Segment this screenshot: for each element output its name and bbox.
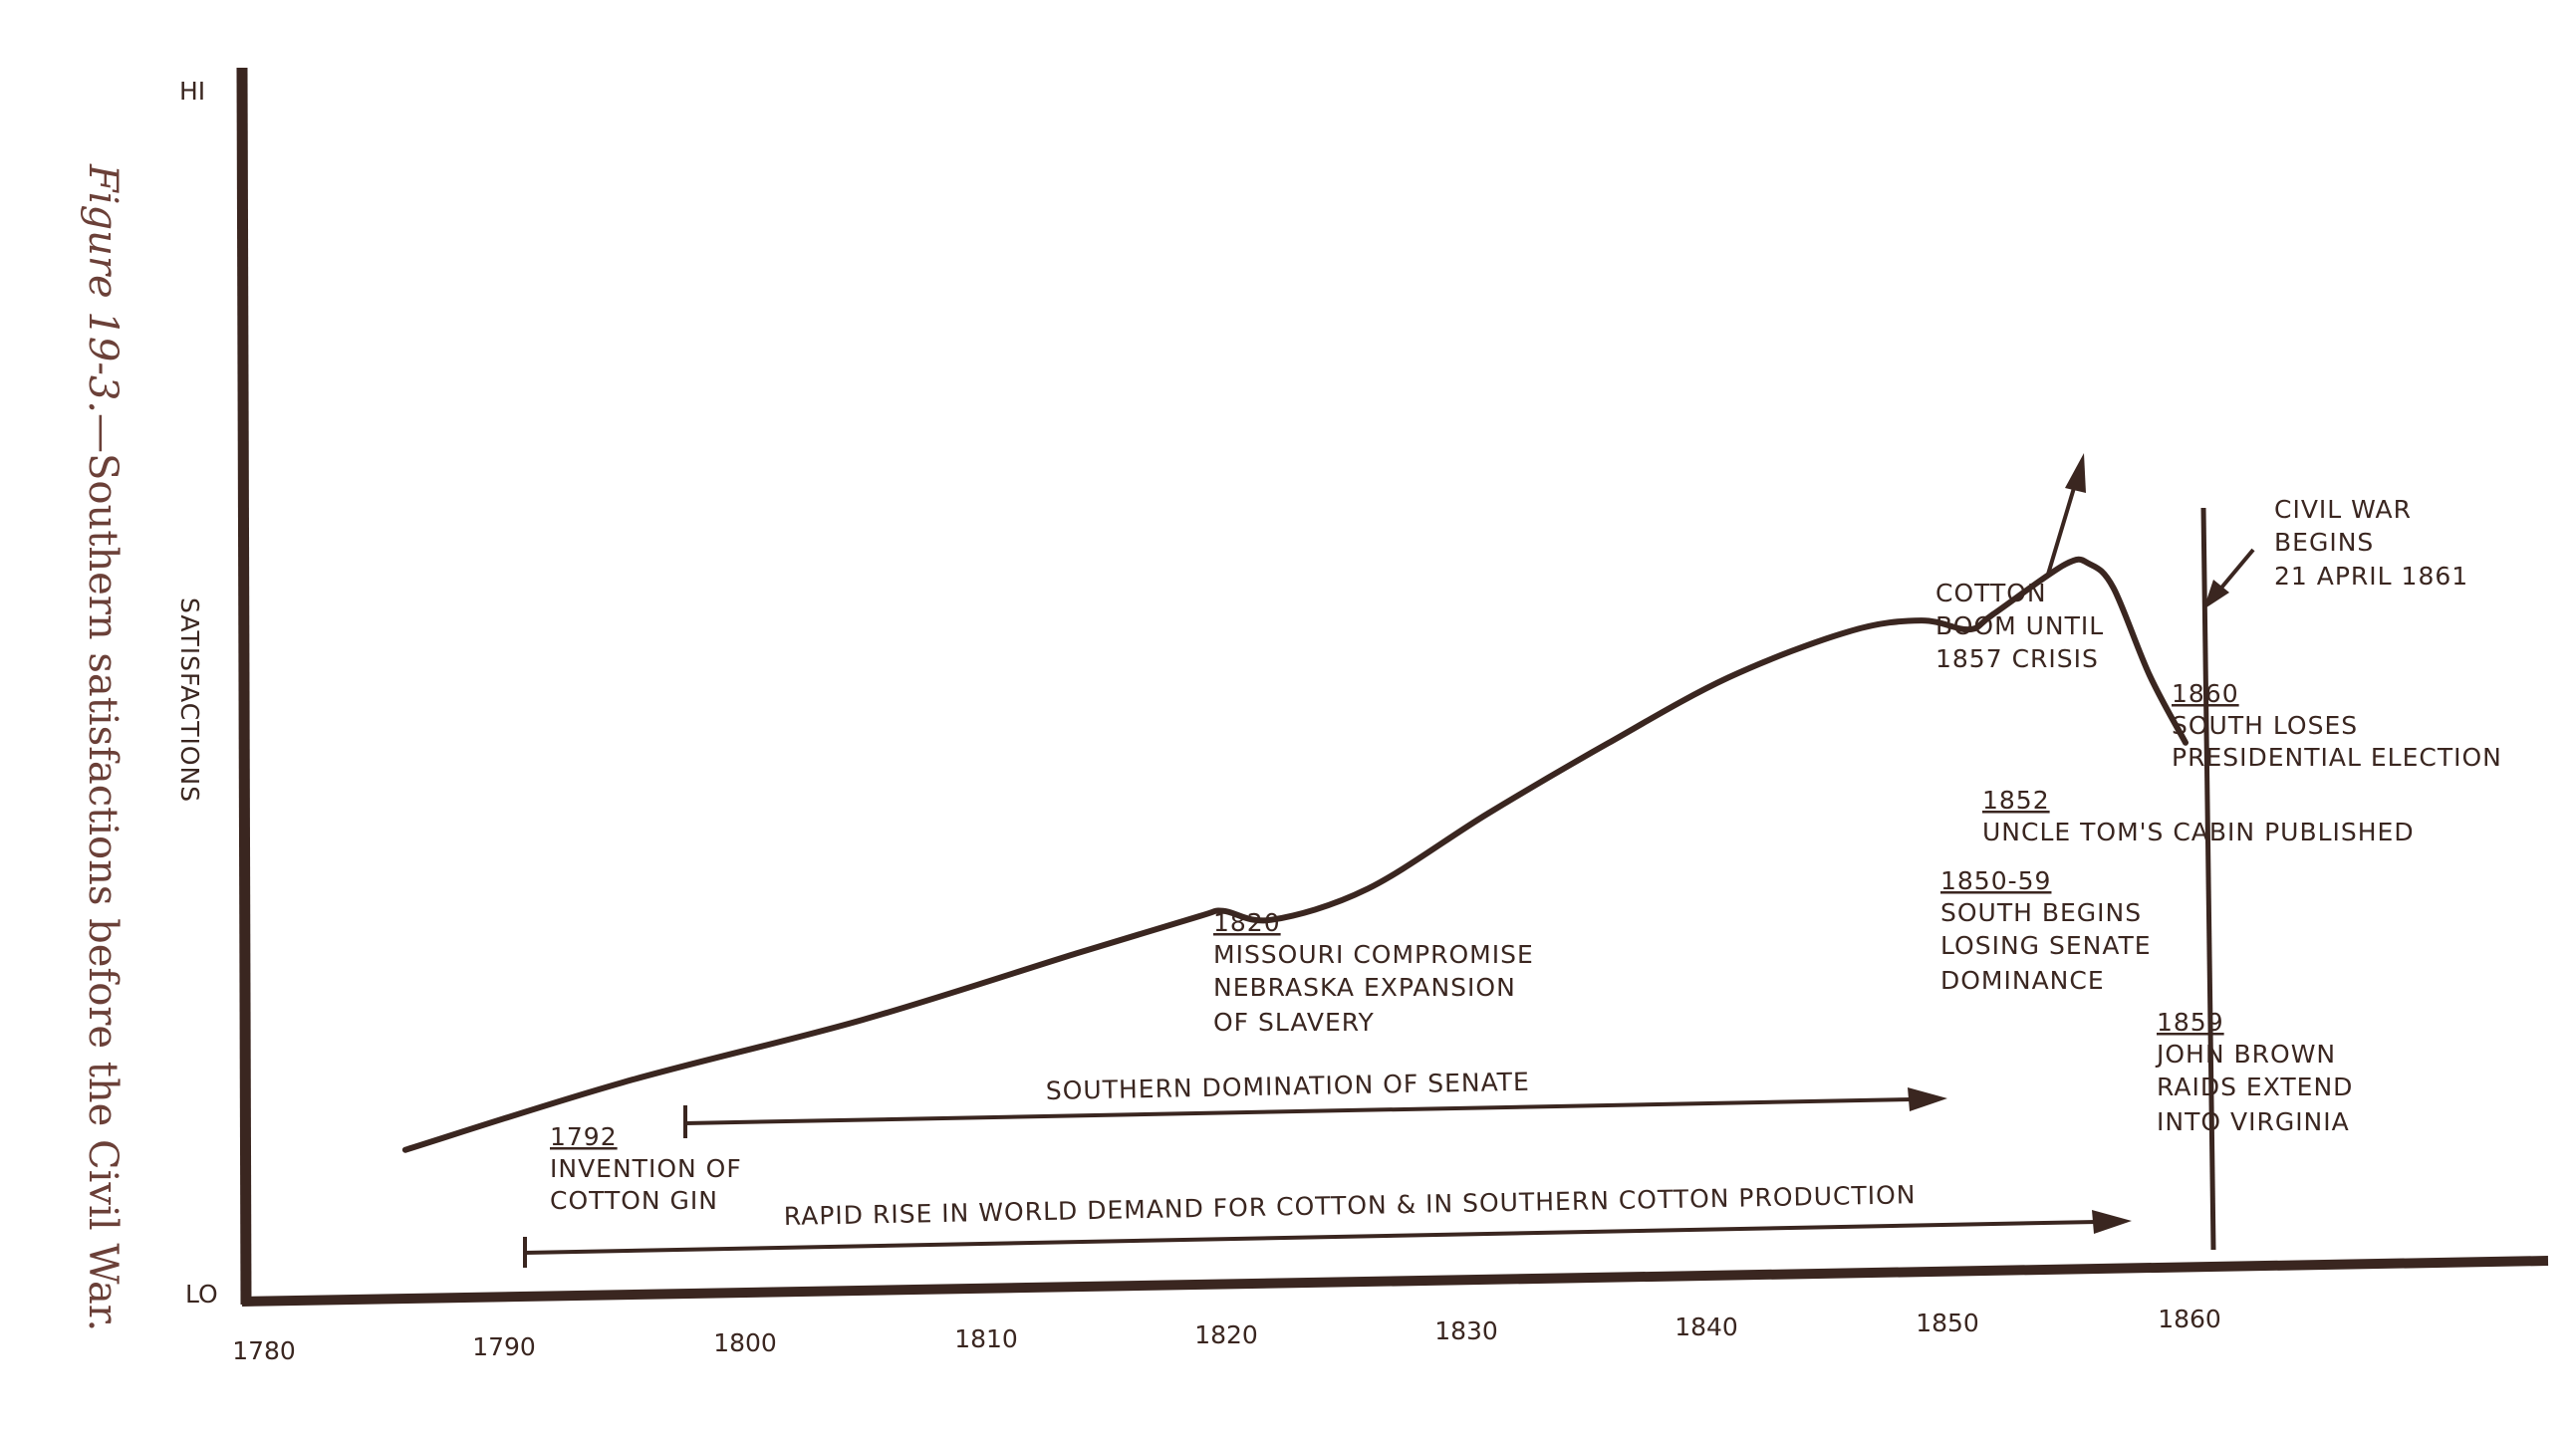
range-senate-arrowhead	[1908, 1087, 1947, 1111]
cotton-boom-pointer	[2045, 453, 2086, 579]
annotation-line: UNCLE TOM'S CABIN PUBLISHED	[1982, 818, 2415, 846]
x-tick-label: 1850	[1916, 1309, 1979, 1337]
annotation-line: 21 APRIL 1861	[2274, 562, 2468, 591]
range-senate-domination: SOUTHERN DOMINATION OF SENATE	[683, 1068, 1947, 1138]
annotation-line: CIVIL WAR	[2274, 495, 2412, 524]
annotation-line: NEBRASKA EXPANSION	[1213, 973, 1516, 1002]
cotton-boom-arrowhead	[2065, 453, 2086, 493]
x-tick-label: 1810	[954, 1324, 1018, 1353]
annotation-line: BEGINS	[2274, 528, 2374, 557]
range-cotton-arrowhead	[2092, 1210, 2132, 1234]
annotation-date: 1852	[1982, 786, 2050, 815]
x-tick-label: 1800	[713, 1328, 777, 1357]
annotation-line: MISSOURI COMPROMISE	[1213, 940, 1534, 969]
x-axis	[241, 1256, 2549, 1307]
range-cotton-label: RAPID RISE IN WORLD DEMAND FOR COTTON & …	[784, 1180, 1917, 1231]
annotation-line: COTTON	[1935, 579, 2047, 607]
series-line-satisfactions	[401, 556, 2189, 1153]
y-axis	[236, 67, 252, 1306]
x-tick-label: 1780	[232, 1336, 296, 1365]
annotation-line: COTTON GIN	[550, 1186, 718, 1215]
annotation-1859: 1859 JOHN BROWN RAIDS EXTEND INTO VIRGIN…	[2155, 1008, 2353, 1136]
annotation-1792: 1792 INVENTION OF COTTON GIN	[550, 1122, 742, 1215]
annotation-line: SOUTH LOSES	[2172, 711, 2358, 740]
annotation-1860: 1860 SOUTH LOSES PRESIDENTIAL ELECTION	[2172, 679, 2502, 772]
annotation-line: LOSING SENATE	[1940, 931, 2152, 960]
caption-label: Figure 19-3.	[80, 163, 126, 413]
y-axis-top-label: HI	[179, 77, 205, 106]
range-senate-label: SOUTHERN DOMINATION OF SENATE	[1046, 1068, 1530, 1105]
annotation-line: JOHN BROWN	[2155, 1040, 2336, 1069]
annotation-1852: 1852 UNCLE TOM'S CABIN PUBLISHED	[1982, 786, 2415, 846]
annotation-line: DOMINANCE	[1940, 966, 2105, 995]
civil-war-vertical-line	[2200, 507, 2216, 1251]
range-senate-arrow-shaft	[684, 1097, 1914, 1125]
annotation-line: INTO VIRGINIA	[2157, 1107, 2350, 1136]
civil-war-arrow-shaft	[2215, 548, 2255, 595]
x-tick-label: 1790	[472, 1332, 536, 1361]
civil-war-arrowhead	[2203, 580, 2229, 609]
annotation-line: OF SLAVERY	[1213, 1008, 1375, 1037]
annotation-line: BOOM UNTIL	[1935, 611, 2104, 640]
y-axis-title: SATISFACTIONS	[175, 597, 204, 803]
annotation-line: 1857 CRISIS	[1935, 644, 2099, 673]
annotation-1850-59: 1850-59 SOUTH BEGINS LOSING SENATE DOMIN…	[1940, 866, 2152, 995]
caption-text: —Southern satisfactions before the Civil…	[80, 413, 126, 1331]
x-tick-label: 1820	[1194, 1320, 1258, 1349]
annotation-civil-war: CIVIL WAR BEGINS 21 APRIL 1861	[2274, 495, 2468, 591]
annotation-1820: 1820 MISSOURI COMPROMISE NEBRASKA EXPANS…	[1213, 908, 1534, 1037]
annotation-date: 1850-59	[1940, 866, 2051, 895]
annotation-cotton-boom: COTTON BOOM UNTIL 1857 CRISIS	[1935, 579, 2104, 673]
civil-war-pointer	[2203, 548, 2255, 609]
annotation-line: PRESIDENTIAL ELECTION	[2172, 743, 2502, 772]
annotation-line: INVENTION OF	[550, 1154, 742, 1183]
annotation-date: 1859	[2157, 1008, 2224, 1037]
x-tick-label: 1860	[2158, 1305, 2221, 1333]
x-tick-label: 1830	[1434, 1316, 1498, 1345]
y-axis-bottom-label: LO	[185, 1280, 218, 1309]
range-cotton-demand: RAPID RISE IN WORLD DEMAND FOR COTTON & …	[523, 1180, 2132, 1268]
x-tick-label: 1840	[1674, 1313, 1738, 1341]
annotation-date: 1792	[550, 1122, 618, 1151]
figure-caption: Figure 19-3.—Southern satisfactions befo…	[80, 163, 126, 1331]
annotation-line: SOUTH BEGINS	[1940, 898, 2142, 927]
annotation-date: 1860	[2172, 679, 2239, 708]
range-cotton-arrow-shaft	[524, 1220, 2098, 1255]
annotation-line: RAIDS EXTEND	[2157, 1073, 2353, 1101]
annotation-date: 1820	[1213, 908, 1281, 937]
cotton-boom-arrow-shaft	[2045, 477, 2079, 579]
x-tick-labels: 1780 1790 1800 1810 1820 1830 1840 1850 …	[232, 1305, 2221, 1365]
